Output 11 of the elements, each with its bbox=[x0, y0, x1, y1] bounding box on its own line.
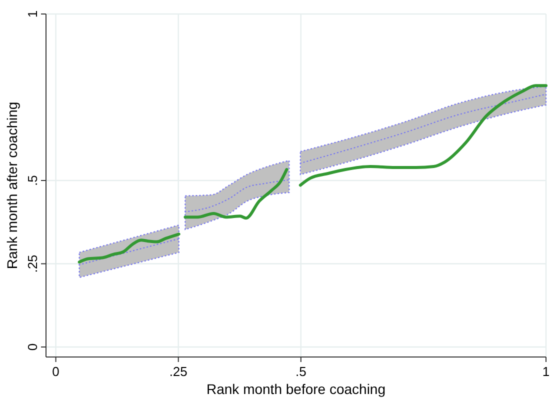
y-tick-label: 0 bbox=[25, 343, 40, 351]
x-tick-label: 0 bbox=[52, 364, 60, 379]
y-tick-label: 1 bbox=[25, 10, 40, 18]
y-tick-label: .5 bbox=[25, 175, 40, 186]
line-series bbox=[78, 232, 180, 264]
x-tick-label: .25 bbox=[169, 364, 188, 379]
y-tick-label: .25 bbox=[25, 254, 40, 273]
x-tick-label: .5 bbox=[295, 364, 306, 379]
y-axis-title: Rank month after coaching bbox=[4, 102, 20, 270]
x-tick-label: 1 bbox=[542, 364, 550, 379]
x-axis-title: Rank month before coaching bbox=[206, 381, 386, 397]
